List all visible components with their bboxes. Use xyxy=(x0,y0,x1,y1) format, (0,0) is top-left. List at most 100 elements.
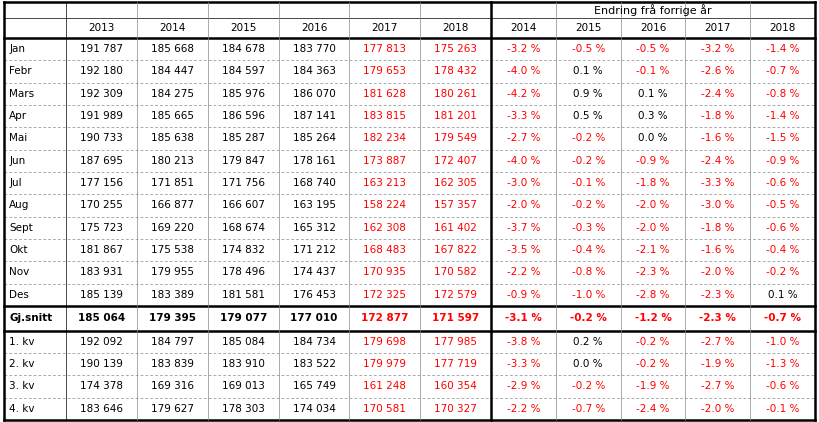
Text: -2.7 %: -2.7 % xyxy=(701,337,735,347)
Text: -0.9 %: -0.9 % xyxy=(636,156,670,166)
Text: 192 092: 192 092 xyxy=(80,337,123,347)
Text: Febr: Febr xyxy=(9,67,32,76)
Text: 172 325: 172 325 xyxy=(364,290,406,300)
Text: -1.2 %: -1.2 % xyxy=(635,313,672,323)
Text: 178 496: 178 496 xyxy=(222,268,265,277)
Text: -0.4 %: -0.4 % xyxy=(572,245,605,255)
Text: -1.9 %: -1.9 % xyxy=(701,359,735,369)
Text: 171 212: 171 212 xyxy=(292,245,336,255)
Text: -0.2 %: -0.2 % xyxy=(636,359,670,369)
Text: 186 070: 186 070 xyxy=(292,89,336,99)
Text: -3.5 %: -3.5 % xyxy=(507,245,541,255)
Text: Mars: Mars xyxy=(9,89,34,99)
Text: 170 581: 170 581 xyxy=(364,404,406,414)
Text: -0.2 %: -0.2 % xyxy=(572,133,605,143)
Text: 2013: 2013 xyxy=(88,23,115,33)
Text: 168 674: 168 674 xyxy=(222,223,265,233)
Text: 183 522: 183 522 xyxy=(292,359,336,369)
Text: 179 955: 179 955 xyxy=(151,268,194,277)
Text: 170 582: 170 582 xyxy=(434,268,477,277)
Text: 183 815: 183 815 xyxy=(364,111,406,121)
Text: -3.2 %: -3.2 % xyxy=(507,44,541,54)
Text: Gj.snitt: Gj.snitt xyxy=(9,313,52,323)
Text: -0.5 %: -0.5 % xyxy=(766,200,799,211)
Text: -0.7 %: -0.7 % xyxy=(766,67,799,76)
Text: 179 077: 179 077 xyxy=(219,313,267,323)
Text: 185 287: 185 287 xyxy=(222,133,265,143)
Text: -3.7 %: -3.7 % xyxy=(507,223,541,233)
Text: 184 363: 184 363 xyxy=(292,67,336,76)
Text: 166 877: 166 877 xyxy=(151,200,194,211)
Text: -1.3 %: -1.3 % xyxy=(766,359,799,369)
Text: -2.0 %: -2.0 % xyxy=(701,268,735,277)
Text: -2.1 %: -2.1 % xyxy=(636,245,670,255)
Text: 185 668: 185 668 xyxy=(151,44,194,54)
Text: 179 698: 179 698 xyxy=(364,337,406,347)
Text: 2016: 2016 xyxy=(640,23,666,33)
Text: 184 275: 184 275 xyxy=(151,89,194,99)
Text: -0.1 %: -0.1 % xyxy=(636,67,670,76)
Text: -0.2 %: -0.2 % xyxy=(572,200,605,211)
Text: Des: Des xyxy=(9,290,29,300)
Text: -2.4 %: -2.4 % xyxy=(701,89,735,99)
Text: -2.0 %: -2.0 % xyxy=(507,200,541,211)
Text: 157 357: 157 357 xyxy=(434,200,477,211)
Text: 186 596: 186 596 xyxy=(222,111,265,121)
Text: 167 822: 167 822 xyxy=(434,245,477,255)
Text: 179 979: 179 979 xyxy=(364,359,406,369)
Text: 174 437: 174 437 xyxy=(292,268,336,277)
Text: 2015: 2015 xyxy=(230,23,256,33)
Text: 184 447: 184 447 xyxy=(151,67,194,76)
Text: 185 139: 185 139 xyxy=(80,290,123,300)
Text: -0.9 %: -0.9 % xyxy=(507,290,541,300)
Text: -0.6 %: -0.6 % xyxy=(766,223,799,233)
Text: 0.2 %: 0.2 % xyxy=(573,337,603,347)
Text: 161 402: 161 402 xyxy=(434,223,477,233)
Text: 169 316: 169 316 xyxy=(151,381,194,391)
Text: -0.7 %: -0.7 % xyxy=(764,313,801,323)
Text: -0.1 %: -0.1 % xyxy=(572,178,605,188)
Text: -0.2 %: -0.2 % xyxy=(766,268,799,277)
Text: 170 255: 170 255 xyxy=(80,200,123,211)
Text: -0.5 %: -0.5 % xyxy=(572,44,605,54)
Text: 3. kv: 3. kv xyxy=(9,381,34,391)
Text: 158 224: 158 224 xyxy=(364,200,406,211)
Text: -3.3 %: -3.3 % xyxy=(507,359,541,369)
Text: 171 597: 171 597 xyxy=(432,313,479,323)
Text: -0.8 %: -0.8 % xyxy=(572,268,605,277)
Text: -4.0 %: -4.0 % xyxy=(507,156,541,166)
Text: 183 770: 183 770 xyxy=(292,44,336,54)
Text: 181 628: 181 628 xyxy=(364,89,406,99)
Text: 171 851: 171 851 xyxy=(151,178,194,188)
Text: 175 263: 175 263 xyxy=(434,44,477,54)
Text: 192 180: 192 180 xyxy=(80,67,123,76)
Text: 178 303: 178 303 xyxy=(222,404,265,414)
Text: -3.3 %: -3.3 % xyxy=(701,178,735,188)
Text: 2018: 2018 xyxy=(769,23,796,33)
Text: 162 305: 162 305 xyxy=(434,178,477,188)
Text: 185 264: 185 264 xyxy=(292,133,336,143)
Text: 1. kv: 1. kv xyxy=(9,337,34,347)
Text: -0.9 %: -0.9 % xyxy=(766,156,799,166)
Text: -2.2 %: -2.2 % xyxy=(507,404,541,414)
Text: 170 935: 170 935 xyxy=(364,268,406,277)
Text: -4.2 %: -4.2 % xyxy=(507,89,541,99)
Text: -0.6 %: -0.6 % xyxy=(766,178,799,188)
Text: 0.3 %: 0.3 % xyxy=(638,111,667,121)
Text: -0.2 %: -0.2 % xyxy=(572,156,605,166)
Text: -1.0 %: -1.0 % xyxy=(766,337,799,347)
Text: Mai: Mai xyxy=(9,133,27,143)
Text: 0.0 %: 0.0 % xyxy=(638,133,667,143)
Text: 2018: 2018 xyxy=(442,23,469,33)
Text: -3.1 %: -3.1 % xyxy=(505,313,542,323)
Text: -1.8 %: -1.8 % xyxy=(701,111,735,121)
Text: Aug: Aug xyxy=(9,200,29,211)
Text: 163 213: 163 213 xyxy=(364,178,406,188)
Text: -1.8 %: -1.8 % xyxy=(701,223,735,233)
Text: 172 579: 172 579 xyxy=(434,290,477,300)
Text: -2.3 %: -2.3 % xyxy=(699,313,736,323)
Text: -0.2 %: -0.2 % xyxy=(570,313,607,323)
Text: -2.4 %: -2.4 % xyxy=(701,156,735,166)
Text: -2.8 %: -2.8 % xyxy=(636,290,670,300)
Text: -1.9 %: -1.9 % xyxy=(636,381,670,391)
